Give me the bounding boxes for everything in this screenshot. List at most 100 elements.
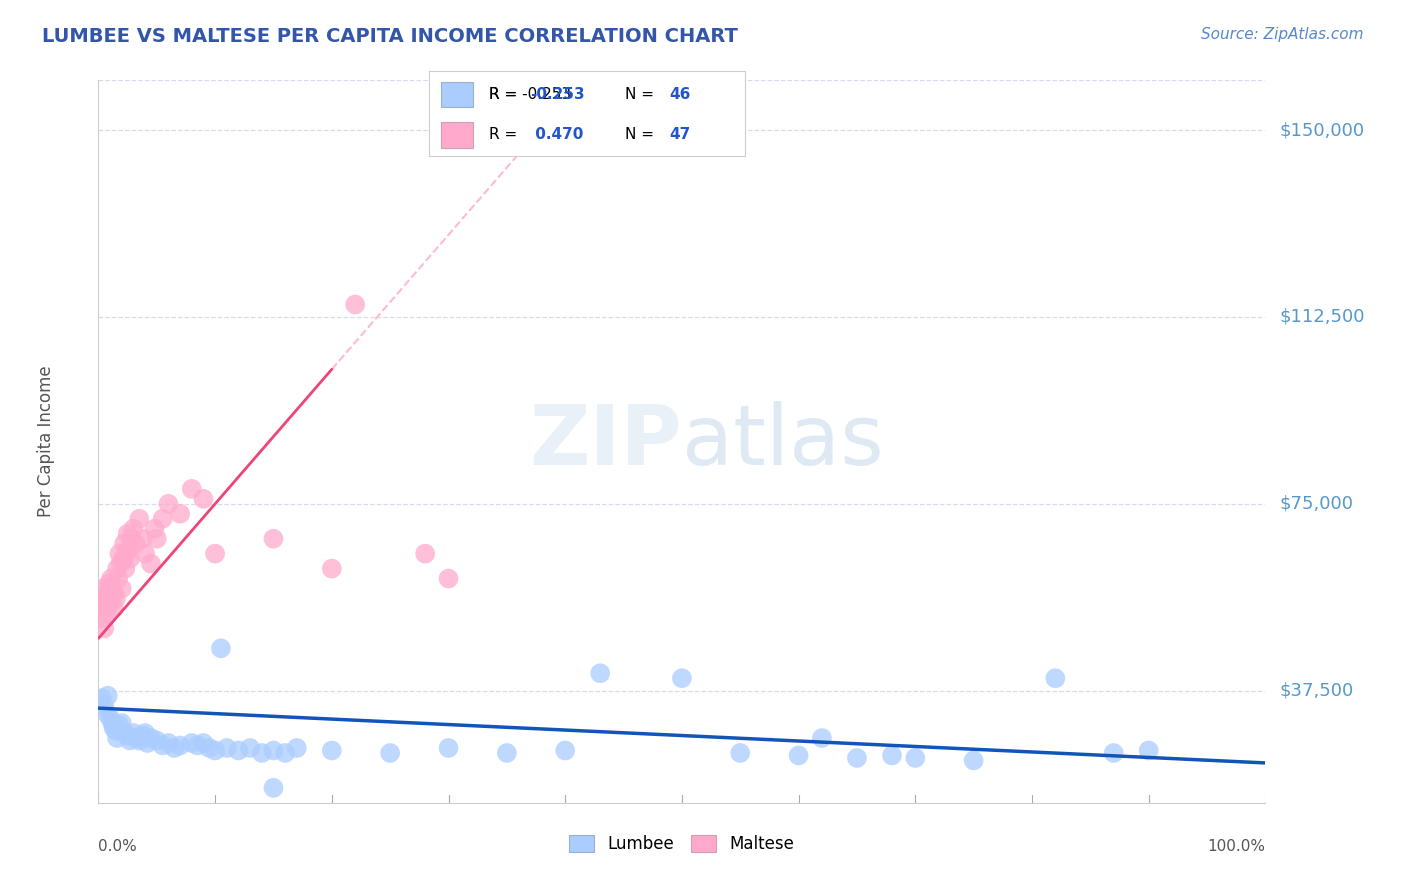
Point xyxy=(111,551,134,566)
Text: N =: N = xyxy=(626,87,659,102)
Point xyxy=(262,743,284,757)
Point xyxy=(274,746,297,760)
Point xyxy=(204,743,226,757)
Point xyxy=(437,741,460,756)
Point xyxy=(344,297,367,311)
Point xyxy=(198,741,221,756)
Point xyxy=(120,532,142,546)
Text: atlas: atlas xyxy=(682,401,883,482)
Point xyxy=(117,526,139,541)
Point xyxy=(105,561,128,575)
Point xyxy=(163,741,186,756)
Point xyxy=(1102,746,1125,760)
Point xyxy=(250,746,273,760)
Point xyxy=(105,731,128,745)
Point xyxy=(112,726,135,740)
Point xyxy=(118,733,141,747)
Point xyxy=(122,726,145,740)
Point xyxy=(209,641,232,656)
Point xyxy=(108,718,131,732)
FancyBboxPatch shape xyxy=(441,122,472,147)
Point xyxy=(110,557,132,571)
Text: 47: 47 xyxy=(669,128,690,143)
Point xyxy=(107,572,129,586)
Point xyxy=(904,751,927,765)
Point xyxy=(111,716,134,731)
Point xyxy=(108,547,131,561)
Point xyxy=(285,741,308,756)
Point xyxy=(98,597,121,611)
Text: 100.0%: 100.0% xyxy=(1208,838,1265,854)
Point xyxy=(97,689,120,703)
Text: 0.0%: 0.0% xyxy=(98,838,138,854)
Point xyxy=(122,522,145,536)
Point xyxy=(139,731,162,745)
Point xyxy=(380,746,402,760)
Point xyxy=(157,497,180,511)
Point xyxy=(846,751,869,765)
Text: $37,500: $37,500 xyxy=(1279,681,1354,699)
Point xyxy=(169,739,191,753)
Point xyxy=(193,491,215,506)
Point xyxy=(1045,671,1067,685)
Point xyxy=(262,780,284,795)
Point xyxy=(671,671,693,685)
Point xyxy=(103,601,125,615)
Point xyxy=(1137,743,1160,757)
Point xyxy=(101,716,124,731)
Text: -0.253: -0.253 xyxy=(530,87,585,102)
Point xyxy=(228,743,250,757)
Point xyxy=(97,586,120,600)
Point xyxy=(93,621,115,635)
Point xyxy=(204,547,226,561)
Point xyxy=(90,691,112,706)
Text: ZIP: ZIP xyxy=(530,401,682,482)
Point xyxy=(134,547,156,561)
Point xyxy=(100,572,122,586)
Point xyxy=(94,591,117,606)
Point xyxy=(215,741,238,756)
Point xyxy=(193,736,215,750)
Point xyxy=(321,743,343,757)
Point xyxy=(128,733,150,747)
Point xyxy=(98,711,121,725)
Point xyxy=(111,582,134,596)
Point xyxy=(730,746,752,760)
Point xyxy=(169,507,191,521)
Point xyxy=(128,512,150,526)
Point xyxy=(90,597,112,611)
Point xyxy=(413,547,436,561)
Point xyxy=(104,723,127,738)
Point xyxy=(962,754,984,768)
Point xyxy=(96,706,118,720)
Point xyxy=(180,482,202,496)
Point xyxy=(104,586,127,600)
Point xyxy=(103,721,125,735)
Text: $150,000: $150,000 xyxy=(1279,121,1365,139)
Point xyxy=(114,561,136,575)
Point xyxy=(787,748,810,763)
Text: 46: 46 xyxy=(669,87,690,102)
Point xyxy=(115,547,138,561)
Point xyxy=(132,729,155,743)
Point xyxy=(811,731,834,745)
Point xyxy=(152,512,174,526)
Point xyxy=(125,731,148,745)
Point xyxy=(496,746,519,760)
Point xyxy=(117,729,139,743)
Text: Per Capita Income: Per Capita Income xyxy=(37,366,55,517)
Point xyxy=(118,541,141,556)
Text: R =: R = xyxy=(489,87,522,102)
Point xyxy=(239,741,262,756)
Text: LUMBEE VS MALTESE PER CAPITA INCOME CORRELATION CHART: LUMBEE VS MALTESE PER CAPITA INCOME CORR… xyxy=(42,27,738,45)
Text: R = -0.253: R = -0.253 xyxy=(489,87,571,102)
Point xyxy=(146,532,169,546)
Point xyxy=(118,551,141,566)
Point xyxy=(157,736,180,750)
Point xyxy=(139,557,162,571)
Point xyxy=(880,748,903,763)
Point xyxy=(143,522,166,536)
Point xyxy=(104,591,127,606)
Point xyxy=(134,726,156,740)
Point xyxy=(101,582,124,596)
